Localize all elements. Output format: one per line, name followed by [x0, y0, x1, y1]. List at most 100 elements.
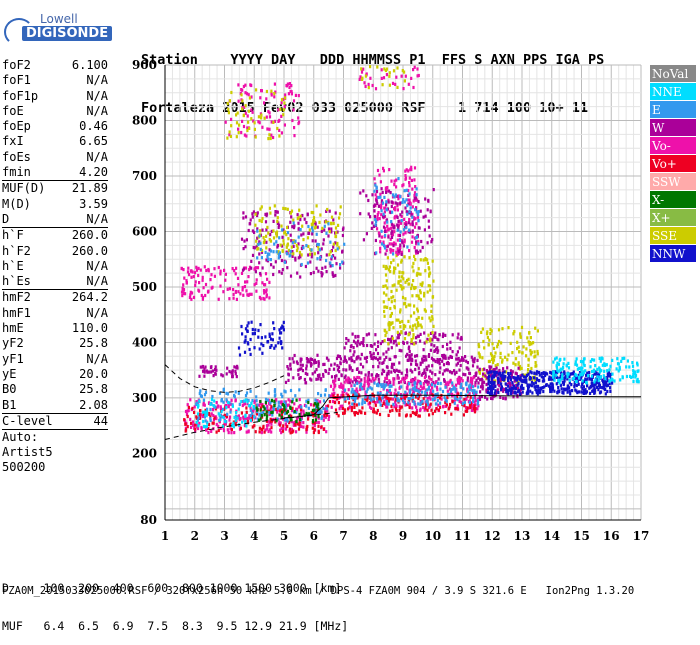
data-point: [402, 326, 405, 331]
data-point: [607, 371, 610, 375]
data-point: [332, 242, 335, 246]
data-point: [268, 332, 271, 336]
data-point: [513, 391, 516, 395]
data-point: [297, 94, 300, 98]
data-point: [380, 68, 383, 72]
data-point: [244, 327, 248, 331]
data-point: [374, 238, 377, 243]
data-point: [273, 119, 276, 123]
data-point: [209, 402, 212, 406]
data-point: [453, 369, 456, 373]
data-point: [591, 358, 594, 362]
data-point: [398, 361, 401, 365]
data-point: [507, 353, 510, 357]
data-point: [516, 375, 519, 379]
data-point: [568, 381, 571, 385]
data-point: [235, 266, 238, 270]
data-point: [191, 291, 194, 295]
data-point: [320, 378, 323, 382]
data-point: [406, 204, 409, 208]
data-point: [270, 419, 274, 423]
data-point: [391, 408, 394, 412]
data-point: [490, 370, 493, 374]
data-point: [381, 403, 384, 407]
data-point: [246, 114, 249, 118]
data-point: [528, 383, 532, 387]
data-point: [394, 403, 397, 407]
data-point: [594, 378, 597, 382]
data-point: [536, 390, 539, 394]
data-point: [520, 325, 524, 329]
data-point: [210, 286, 213, 290]
data-point: [533, 385, 536, 389]
data-point: [459, 396, 462, 400]
data-point: [472, 385, 475, 389]
data-point: [375, 186, 378, 190]
data-point: [288, 427, 292, 431]
data-point: [302, 238, 305, 242]
param-separator: [2, 180, 108, 182]
data-point: [201, 278, 204, 282]
data-point: [398, 251, 401, 255]
data-point: [516, 347, 519, 351]
data-point: [267, 429, 270, 434]
data-point: [377, 374, 380, 378]
data-point: [380, 204, 383, 208]
data-point: [390, 220, 393, 224]
data-point: [419, 361, 422, 365]
data-point: [317, 251, 320, 255]
data-point: [446, 381, 449, 385]
data-point: [260, 336, 263, 340]
data-point: [357, 339, 360, 343]
data-point: [514, 386, 517, 390]
data-point: [586, 371, 589, 375]
data-point: [185, 279, 188, 283]
data-point: [412, 285, 416, 290]
data-point: [317, 424, 320, 428]
data-point: [517, 382, 520, 386]
data-point: [479, 390, 482, 394]
data-point: [278, 270, 281, 274]
data-point: [201, 364, 205, 369]
data-point: [358, 370, 361, 374]
data-point: [439, 401, 442, 405]
data-point: [455, 370, 458, 374]
data-point: [493, 391, 496, 395]
data-point: [204, 282, 208, 287]
data-point: [286, 417, 289, 421]
data-point: [297, 116, 300, 120]
data-point: [267, 391, 270, 395]
data-point: [390, 337, 393, 341]
data-point: [431, 259, 434, 263]
data-point: [264, 220, 268, 224]
data-point: [369, 386, 372, 390]
data-point: [410, 76, 413, 80]
data-point: [337, 365, 341, 369]
data-point: [388, 338, 391, 342]
data-point: [415, 210, 418, 214]
data-point: [377, 377, 380, 381]
data-point: [293, 402, 296, 406]
data-point: [335, 231, 338, 235]
data-point: [408, 391, 412, 395]
data-point: [336, 354, 339, 358]
data-point: [348, 401, 351, 405]
data-point: [228, 133, 231, 137]
data-point: [400, 396, 403, 400]
data-point: [286, 365, 289, 369]
data-point: [263, 297, 266, 301]
data-point: [359, 387, 362, 392]
data-point: [253, 127, 256, 131]
data-point: [424, 406, 427, 410]
data-point: [553, 378, 556, 382]
data-point: [245, 134, 248, 138]
data-point: [385, 73, 388, 77]
data-point: [417, 267, 420, 271]
data-point: [195, 265, 198, 269]
data-point: [490, 329, 493, 333]
data-point: [408, 382, 411, 386]
data-point: [266, 254, 269, 259]
data-point: [412, 261, 415, 265]
data-point: [284, 417, 287, 421]
data-point: [334, 273, 337, 278]
